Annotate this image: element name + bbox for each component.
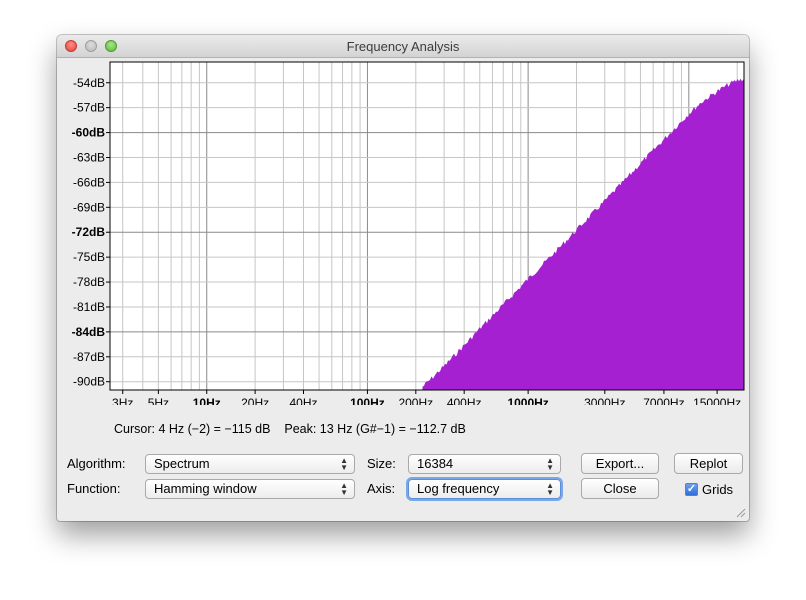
x-tick-label: 3Hz bbox=[112, 396, 133, 405]
select-arrows-icon: ▲ ▼ bbox=[546, 481, 554, 497]
select-arrows-icon: ▲ ▼ bbox=[546, 456, 554, 472]
plot-frame bbox=[109, 61, 745, 391]
window-title: Frequency Analysis bbox=[346, 39, 460, 54]
peak-readout: Peak: 13 Hz (G#−1) = −112.7 dB bbox=[284, 422, 466, 436]
select-arrows-icon: ▲ ▼ bbox=[340, 456, 348, 472]
axis-select[interactable]: Log frequency ▲ ▼ bbox=[408, 479, 561, 499]
y-tick-label: -90dB bbox=[73, 375, 105, 389]
x-tick-label: 400Hz bbox=[447, 396, 482, 405]
y-tick-label: -57dB bbox=[73, 101, 105, 115]
x-tick-label: 7000Hz bbox=[643, 396, 684, 405]
function-label: Function: bbox=[67, 481, 121, 496]
algorithm-select[interactable]: Spectrum ▲ ▼ bbox=[145, 454, 355, 474]
close-window-icon[interactable] bbox=[65, 40, 77, 52]
x-tick-label: 1000Hz bbox=[507, 396, 548, 405]
size-select[interactable]: 16384 ▲ ▼ bbox=[408, 454, 561, 474]
y-tick-label: -63dB bbox=[73, 150, 105, 164]
status-line: Cursor: 4 Hz (−2) = −115 dB Peak: 13 Hz … bbox=[114, 422, 466, 436]
y-tick-label: -54dB bbox=[73, 76, 105, 90]
y-tick-label: -84dB bbox=[72, 325, 106, 339]
y-tick-label: -66dB bbox=[73, 175, 105, 189]
y-tick-label: -81dB bbox=[73, 300, 105, 314]
select-arrows-icon: ▲ ▼ bbox=[340, 481, 348, 497]
cursor-readout: Cursor: 4 Hz (−2) = −115 dB bbox=[114, 422, 271, 436]
y-tick-label: -72dB bbox=[72, 225, 106, 239]
title-bar[interactable]: Frequency Analysis bbox=[57, 35, 749, 58]
size-value: 16384 bbox=[417, 456, 454, 471]
size-label: Size: bbox=[367, 456, 396, 471]
axis-label: Axis: bbox=[367, 481, 396, 496]
close-button[interactable]: Close bbox=[581, 478, 659, 499]
algorithm-value: Spectrum bbox=[154, 456, 210, 471]
y-tick-label: -87dB bbox=[73, 350, 105, 364]
resize-grip-icon[interactable] bbox=[736, 508, 746, 518]
x-tick-label: 20Hz bbox=[241, 396, 269, 405]
checkmark-icon: ✓ bbox=[686, 483, 697, 495]
replot-button[interactable]: Replot bbox=[674, 453, 743, 474]
grids-checkbox[interactable]: ✓ bbox=[685, 483, 698, 496]
spectrum-chart[interactable]: -54dB -57dB -60dB -63dB -66dB -69dB -72dB -75dB… bbox=[57, 35, 749, 405]
x-tick-label: 10Hz bbox=[193, 396, 221, 405]
frequency-analysis-window: Frequency Analysis -54dB -57dB -60dB -63dB -… bbox=[57, 35, 749, 521]
algorithm-label: Algorithm: bbox=[67, 456, 126, 471]
x-tick-label: 200Hz bbox=[398, 396, 433, 405]
spectrum-area bbox=[422, 78, 744, 390]
y-tick-label: -60dB bbox=[72, 126, 106, 140]
function-value: Hamming window bbox=[154, 481, 257, 496]
x-tick-label: 15000Hz bbox=[693, 396, 741, 405]
function-select[interactable]: Hamming window ▲ ▼ bbox=[145, 479, 355, 499]
x-tick-label: 5Hz bbox=[148, 396, 169, 405]
export-button[interactable]: Export... bbox=[581, 453, 659, 474]
y-tick-label: -69dB bbox=[73, 200, 105, 214]
minimize-window-icon[interactable] bbox=[85, 40, 97, 52]
x-tick-label: 3000Hz bbox=[584, 396, 625, 405]
zoom-window-icon[interactable] bbox=[105, 40, 117, 52]
axis-value: Log frequency bbox=[417, 481, 500, 496]
x-tick-label: 100Hz bbox=[350, 396, 385, 405]
y-tick-label: -75dB bbox=[73, 250, 105, 264]
y-tick-label: -78dB bbox=[73, 275, 105, 289]
x-tick-label: 40Hz bbox=[289, 396, 317, 405]
grids-label: Grids bbox=[702, 482, 734, 497]
